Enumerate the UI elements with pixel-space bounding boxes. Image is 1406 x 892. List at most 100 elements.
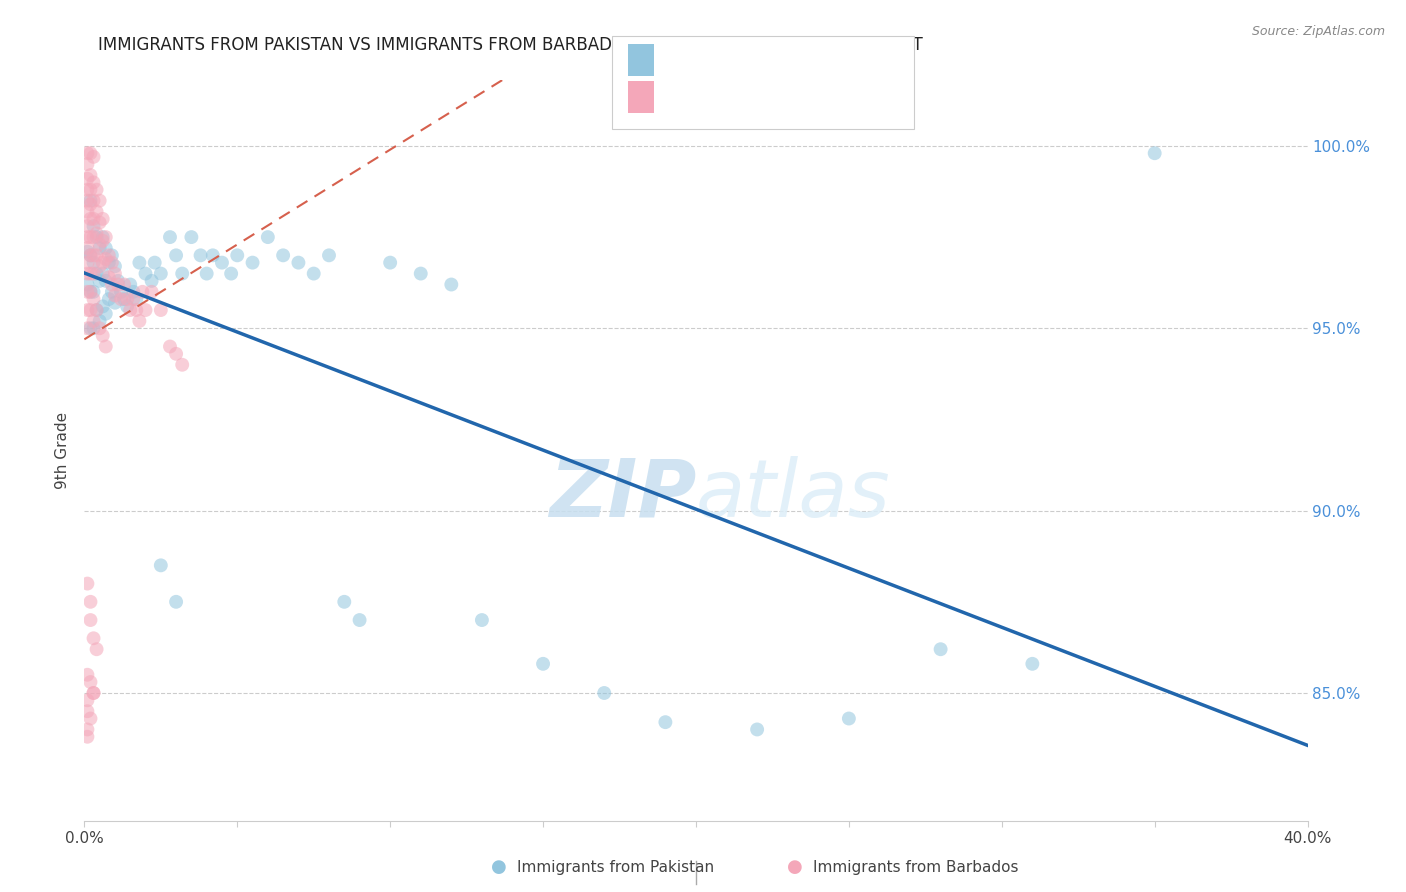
Point xyxy=(79,675,101,690)
Point xyxy=(149,267,172,281)
Point xyxy=(89,237,111,252)
Point xyxy=(172,267,194,281)
Point xyxy=(180,230,202,244)
Point xyxy=(380,255,402,269)
Point xyxy=(83,175,105,189)
Text: Source: ZipAtlas.com: Source: ZipAtlas.com xyxy=(1251,25,1385,38)
Point xyxy=(165,248,187,262)
Point xyxy=(79,146,101,161)
Text: IMMIGRANTS FROM PAKISTAN VS IMMIGRANTS FROM BARBADOS 9TH GRADE CORRELATION CHART: IMMIGRANTS FROM PAKISTAN VS IMMIGRANTS F… xyxy=(98,36,924,54)
Point xyxy=(1143,146,1166,161)
Point xyxy=(94,307,117,321)
Point xyxy=(91,211,114,226)
Point xyxy=(83,248,105,262)
Point xyxy=(125,303,148,318)
Point xyxy=(89,321,111,335)
Point xyxy=(79,285,101,299)
Point xyxy=(141,274,163,288)
Point xyxy=(86,204,108,219)
Point xyxy=(929,642,952,657)
Point xyxy=(86,227,108,241)
Point xyxy=(101,255,124,269)
Point xyxy=(76,723,98,737)
Point xyxy=(86,248,108,262)
Point xyxy=(128,255,150,269)
Point xyxy=(271,248,294,262)
Point xyxy=(76,285,98,299)
Point xyxy=(159,230,181,244)
Point xyxy=(76,157,98,171)
Point xyxy=(125,292,148,306)
Point xyxy=(76,730,98,744)
Point xyxy=(107,274,129,288)
Point xyxy=(172,358,194,372)
Text: ZIP: ZIP xyxy=(548,456,696,534)
Point xyxy=(195,267,218,281)
Point xyxy=(1021,657,1043,671)
Point xyxy=(76,204,98,219)
Point xyxy=(83,632,105,646)
Point xyxy=(76,667,98,681)
Point xyxy=(242,255,264,269)
Point xyxy=(101,248,124,262)
Point xyxy=(97,292,120,306)
Point xyxy=(89,215,111,229)
Point xyxy=(94,274,117,288)
Point xyxy=(654,715,676,730)
Point xyxy=(83,314,105,328)
Point xyxy=(76,704,98,718)
Point xyxy=(76,171,98,186)
Point xyxy=(112,277,135,292)
Point xyxy=(110,285,132,299)
Point xyxy=(76,255,98,269)
Point xyxy=(440,277,463,292)
Text: Immigrants from Pakistan: Immigrants from Pakistan xyxy=(517,860,714,874)
Point xyxy=(94,230,117,244)
Point xyxy=(79,248,101,262)
Point xyxy=(122,292,145,306)
Point xyxy=(135,267,157,281)
Point xyxy=(86,183,108,197)
Point xyxy=(79,197,101,211)
Point xyxy=(94,339,117,353)
Point xyxy=(104,288,127,302)
Point xyxy=(107,277,129,292)
Point xyxy=(79,248,101,262)
Point xyxy=(165,595,187,609)
Point xyxy=(115,299,138,313)
Point xyxy=(143,255,166,269)
Point xyxy=(128,314,150,328)
Point xyxy=(110,292,132,306)
Point xyxy=(79,211,101,226)
Point xyxy=(76,267,98,281)
Point xyxy=(318,248,340,262)
Point xyxy=(86,642,108,657)
Point xyxy=(83,255,105,269)
Point xyxy=(747,723,769,737)
Point xyxy=(79,285,101,299)
Point xyxy=(76,219,98,234)
Point xyxy=(79,194,101,208)
Point xyxy=(79,595,101,609)
Y-axis label: 9th Grade: 9th Grade xyxy=(55,412,70,489)
Point xyxy=(76,183,98,197)
Point xyxy=(593,686,616,700)
Point xyxy=(86,303,108,318)
Point xyxy=(83,321,105,335)
Point xyxy=(76,194,98,208)
Point xyxy=(79,183,101,197)
Text: Immigrants from Barbados: Immigrants from Barbados xyxy=(813,860,1018,874)
Point xyxy=(97,255,120,269)
Point xyxy=(83,686,105,700)
Point xyxy=(83,230,105,244)
Point xyxy=(83,219,105,234)
Point xyxy=(91,328,114,343)
Point xyxy=(76,241,98,255)
Point xyxy=(149,303,172,318)
Point xyxy=(91,234,114,248)
Point xyxy=(76,244,98,259)
Point xyxy=(91,267,114,281)
Point xyxy=(838,712,860,726)
Point xyxy=(94,241,117,255)
Point xyxy=(76,321,98,335)
